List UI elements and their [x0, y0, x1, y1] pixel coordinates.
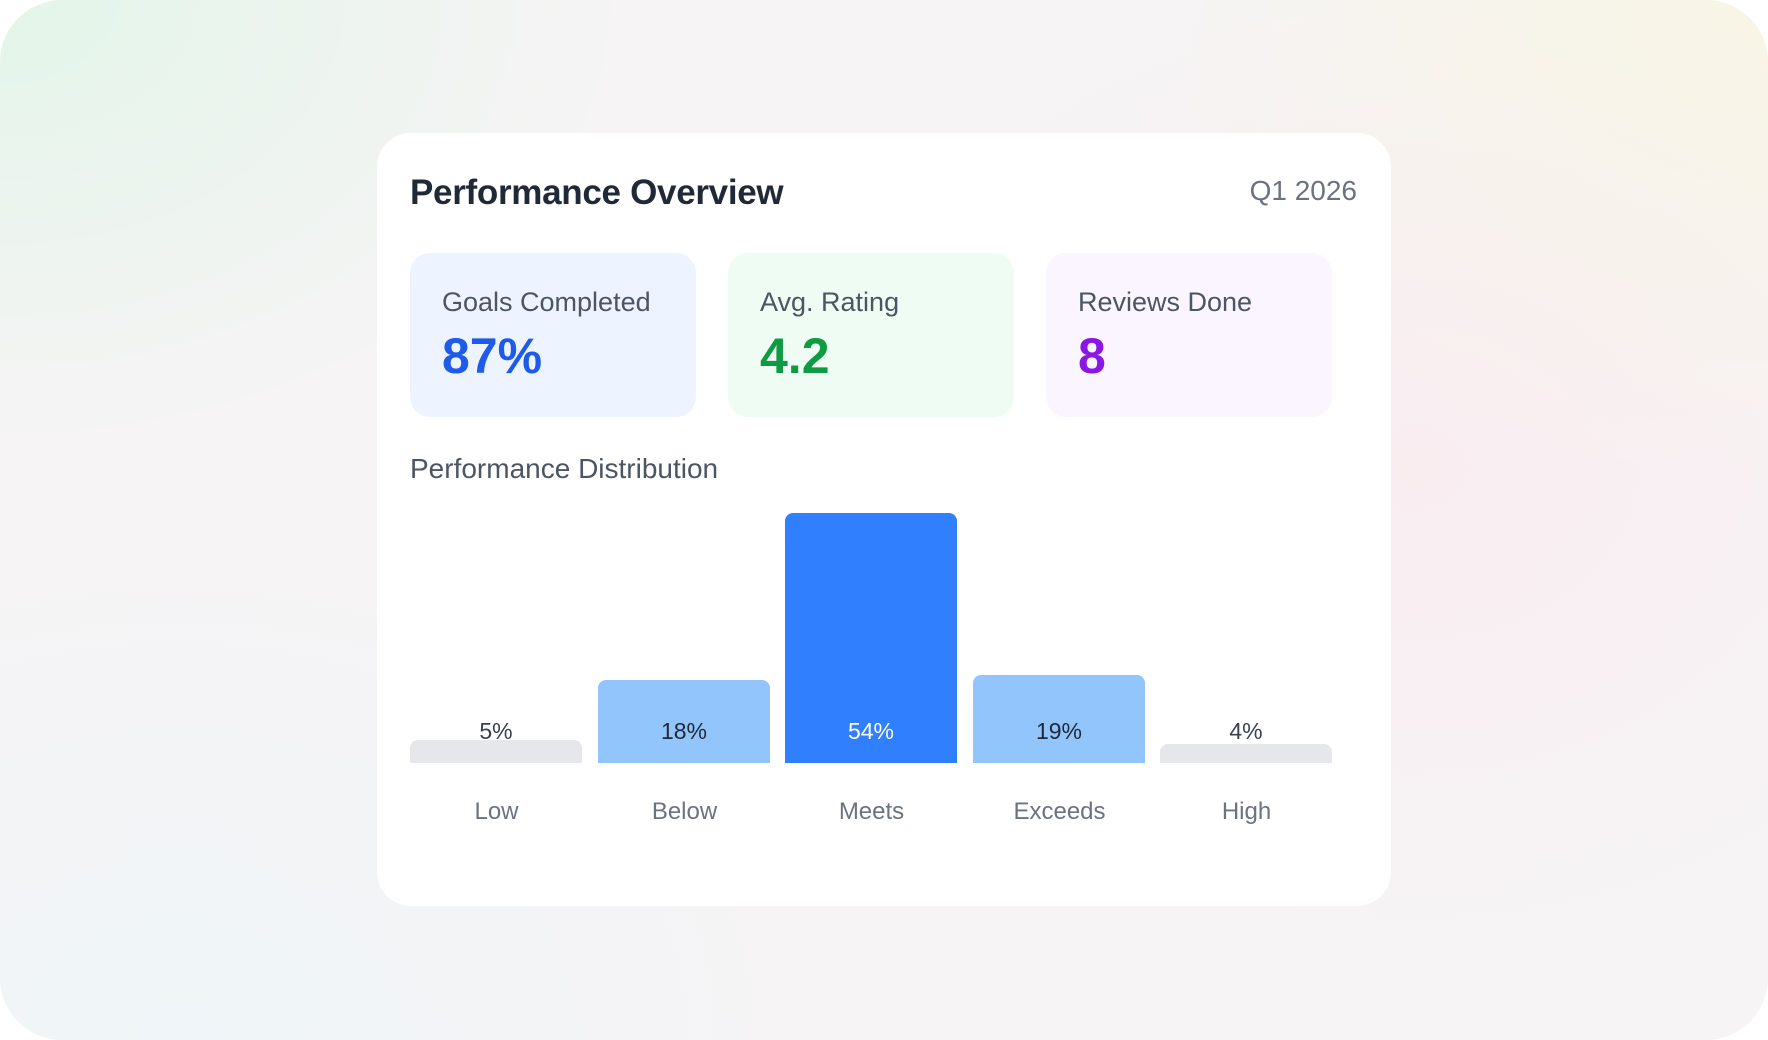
performance-distribution-chart: 5% Low 18% Below 54% Meets 19% Exceeds 4% High [410, 513, 1335, 825]
stat-value: 4.2 [760, 328, 830, 384]
bar-below: 18% [598, 680, 770, 763]
distribution-title: Performance Distribution [410, 453, 719, 484]
page-title: Performance Overview [410, 173, 784, 212]
stat-label: Goals Completed [442, 287, 651, 317]
stat-value: 87% [442, 328, 543, 384]
stat-card-avg-rating: Avg. Rating 4.2 [728, 253, 1014, 417]
bar-value-label: 4% [1229, 718, 1263, 744]
category-label: Meets [838, 798, 905, 825]
bar-value-label: 19% [1035, 718, 1083, 744]
stat-label: Reviews Done [1078, 287, 1253, 317]
bar-value-label: 5% [479, 718, 513, 744]
performance-overview-card: Performance Overview Q1 2026 Goals Compl… [377, 133, 1391, 906]
period-label: Q1 2026 [1249, 175, 1357, 206]
category-label: High [1221, 798, 1272, 825]
bar-high: 4% [1160, 718, 1332, 763]
bar-low: 5% [410, 718, 582, 763]
bar-meets: 54% [785, 513, 957, 763]
category-label: Exceeds [1013, 798, 1106, 825]
bar-exceeds: 19% [973, 675, 1145, 763]
category-label: Low [474, 798, 519, 825]
stat-card-reviews-done: Reviews Done 8 [1046, 253, 1332, 417]
category-label: Below [651, 798, 718, 825]
stat-card-goals-completed: Goals Completed 87% [410, 253, 696, 417]
stat-label: Avg. Rating [760, 287, 900, 317]
bar-value-label: 54% [847, 718, 895, 744]
stat-value: 8 [1078, 328, 1106, 384]
bar-value-label: 18% [660, 718, 708, 744]
